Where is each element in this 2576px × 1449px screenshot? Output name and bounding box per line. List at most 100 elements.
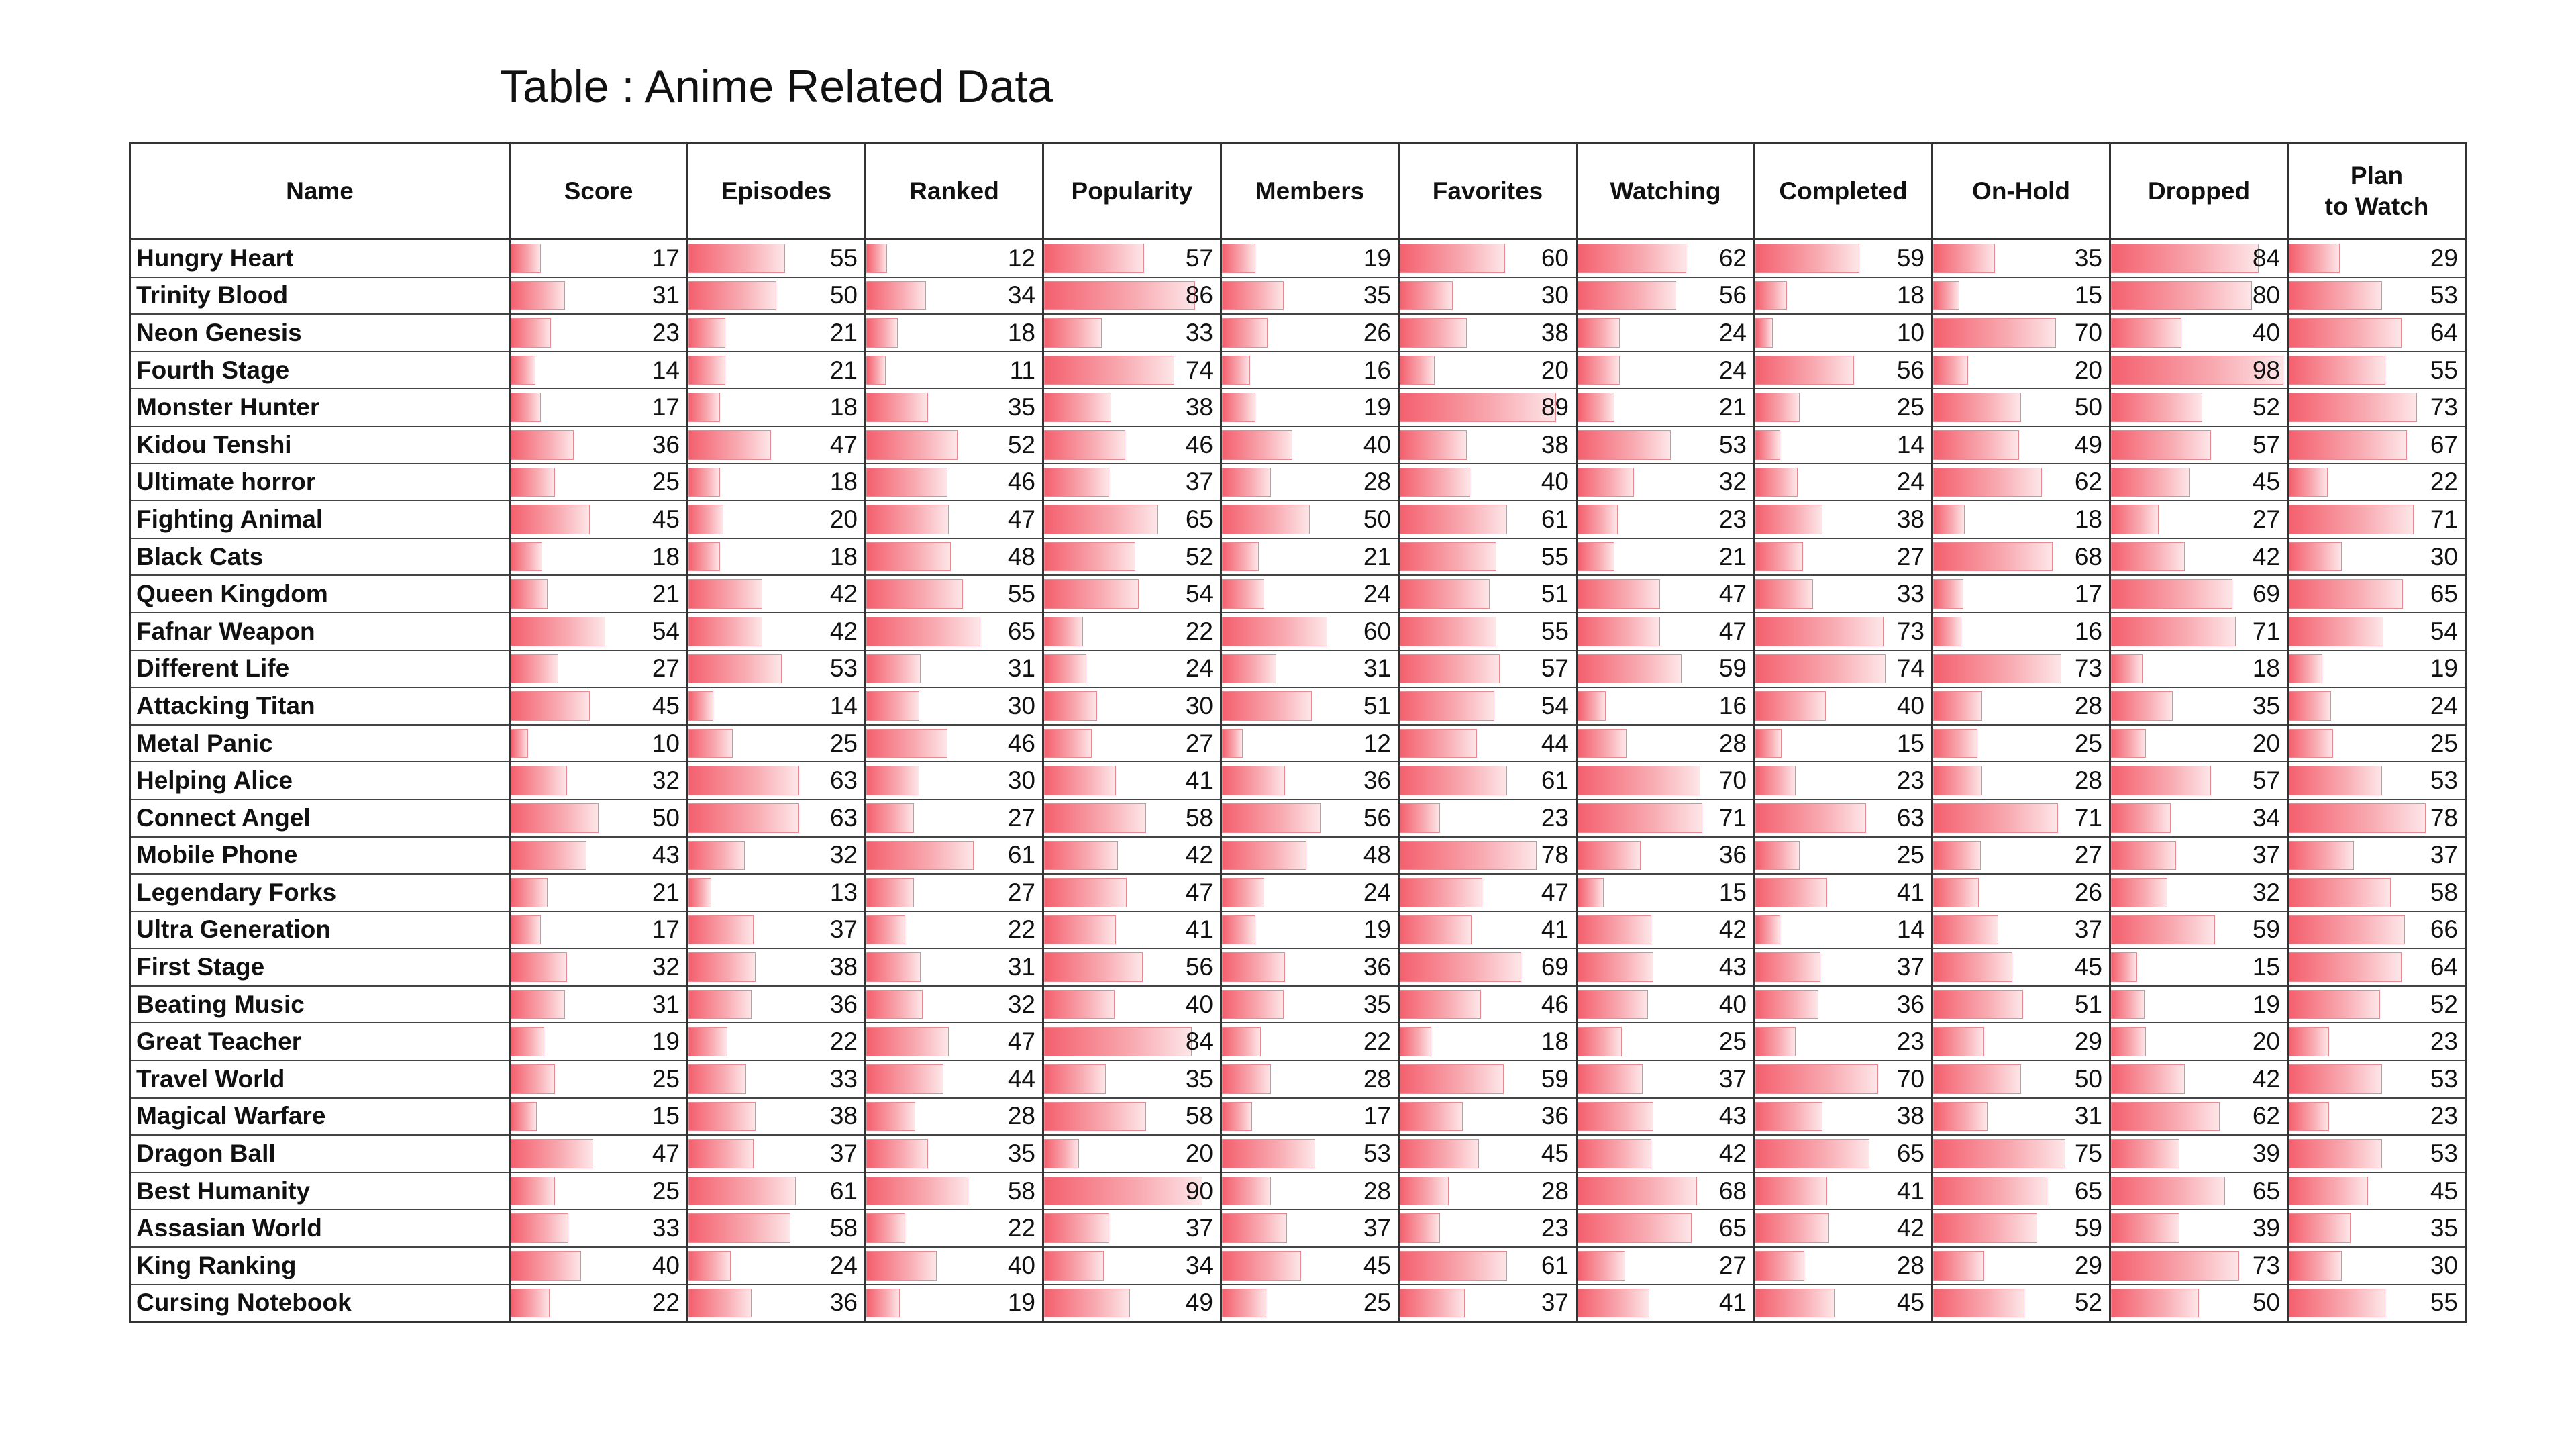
value-number: 36: [829, 1289, 858, 1317]
data-bar: [866, 691, 919, 721]
data-bar: [866, 1288, 900, 1318]
data-bar: [1755, 654, 1886, 684]
value-cell: 14: [1753, 426, 1933, 464]
data-bar: [1044, 989, 1115, 1019]
value-cell: 42: [1042, 836, 1222, 875]
value-number: 61: [1007, 841, 1035, 869]
value-cell: 75: [1931, 1135, 2111, 1173]
value-cell: 24: [1576, 314, 1755, 352]
value-number: 52: [1007, 430, 1035, 458]
value-cell: 21: [686, 351, 866, 390]
data-bar: [866, 281, 927, 311]
value-cell: 19: [2287, 650, 2467, 689]
value-number: 23: [2430, 1028, 2458, 1056]
value-number: 40: [652, 1251, 680, 1279]
value-cell: 40: [2109, 314, 2289, 352]
data-bar: [688, 281, 776, 311]
data-bar: [2111, 244, 2259, 273]
data-bar: [1400, 691, 1495, 721]
data-bar: [1400, 1139, 1479, 1168]
value-cell: 27: [1042, 724, 1222, 763]
value-cell: 61: [686, 1172, 866, 1211]
value-number: 41: [1718, 1289, 1747, 1317]
table-row: Ultra Generation 17 37 22 41 19 41 42 14 37 59 66: [129, 911, 2467, 950]
value-cell: 57: [2109, 426, 2289, 464]
value-number: 37: [1185, 468, 1213, 496]
value-cell: 59: [1576, 650, 1755, 689]
data-bar: [1933, 355, 1969, 385]
value-cell: 45: [509, 687, 688, 726]
row-name-cell: Hungry Heart: [129, 239, 511, 278]
table-row: Neon Genesis 23 21 18 33 26 38 24 10 70 40 64: [129, 314, 2467, 352]
value-number: 46: [1541, 990, 1569, 1018]
data-bar: [1400, 952, 1521, 982]
value-number: 12: [1007, 244, 1035, 272]
value-cell: 53: [2287, 1135, 2467, 1173]
value-cell: 15: [509, 1097, 688, 1136]
value-number: 31: [2074, 1102, 2102, 1130]
value-number: 42: [1185, 841, 1213, 869]
value-number: 57: [2252, 430, 2280, 458]
data-bar: [1400, 915, 1472, 945]
value-cell: 25: [1931, 724, 2111, 763]
value-number: 54: [1185, 580, 1213, 608]
data-bar: [1755, 318, 1773, 348]
value-cell: 27: [1931, 836, 2111, 875]
data-bar: [1933, 393, 2021, 422]
value-number: 37: [829, 915, 858, 944]
value-cell: 11: [864, 351, 1044, 390]
data-bar: [688, 915, 754, 945]
data-bar: [1044, 318, 1102, 348]
data-bar: [2111, 1213, 2180, 1244]
value-number: 42: [2252, 542, 2280, 570]
value-cell: 37: [2109, 836, 2289, 875]
value-number: 33: [1896, 580, 1924, 608]
data-bar: [1755, 989, 1819, 1019]
value-cell: 68: [1931, 538, 2111, 577]
value-number: 47: [829, 430, 858, 458]
value-cell: 78: [2287, 799, 2467, 838]
value-cell: 50: [1931, 1060, 2111, 1099]
data-bar: [2289, 393, 2418, 422]
value-cell: 46: [864, 724, 1044, 763]
data-bar: [866, 393, 928, 422]
data-bar: [1044, 1101, 1146, 1132]
data-bar: [1933, 318, 2057, 348]
value-number: 27: [1007, 878, 1035, 906]
data-bar: [1755, 915, 1780, 945]
value-number: 37: [1896, 953, 1924, 981]
value-cell: 28: [1576, 724, 1755, 763]
value-cell: 25: [1576, 1023, 1755, 1062]
data-bar: [1933, 281, 1960, 311]
value-number: 45: [2074, 953, 2102, 981]
value-number: 54: [1541, 691, 1569, 719]
value-cell: 23: [1398, 1209, 1578, 1248]
value-number: 32: [1007, 990, 1035, 1018]
value-cell: 62: [1576, 239, 1755, 278]
data-bar: [511, 1176, 555, 1206]
value-cell: 33: [1042, 314, 1222, 352]
value-number: 67: [2430, 430, 2458, 458]
data-bar: [866, 654, 921, 684]
table-row: Attacking Titan 45 14 30 30 51 54 16 40 28 35 24: [129, 687, 2467, 726]
value-cell: 50: [509, 799, 688, 838]
data-bar: [1400, 244, 1506, 273]
value-number: 17: [1363, 1102, 1391, 1130]
value-number: 45: [1541, 1140, 1569, 1168]
value-number: 65: [1007, 617, 1035, 645]
value-cell: 59: [1753, 239, 1933, 278]
data-bar: [1578, 505, 1618, 534]
value-cell: 41: [1042, 911, 1222, 950]
value-cell: 41: [1042, 762, 1222, 800]
value-number: 45: [1896, 1289, 1924, 1317]
data-bar: [1222, 430, 1292, 460]
data-bar: [1578, 1288, 1650, 1318]
data-bar: [1578, 1139, 1652, 1168]
table-title: Table : Anime Related Data: [500, 61, 1053, 112]
data-bar: [1222, 355, 1250, 385]
value-cell: 25: [2287, 724, 2467, 763]
value-cell: 54: [2287, 612, 2467, 651]
value-cell: 37: [1931, 911, 2111, 950]
value-cell: 58: [1042, 799, 1222, 838]
data-bar: [1933, 1176, 2048, 1206]
